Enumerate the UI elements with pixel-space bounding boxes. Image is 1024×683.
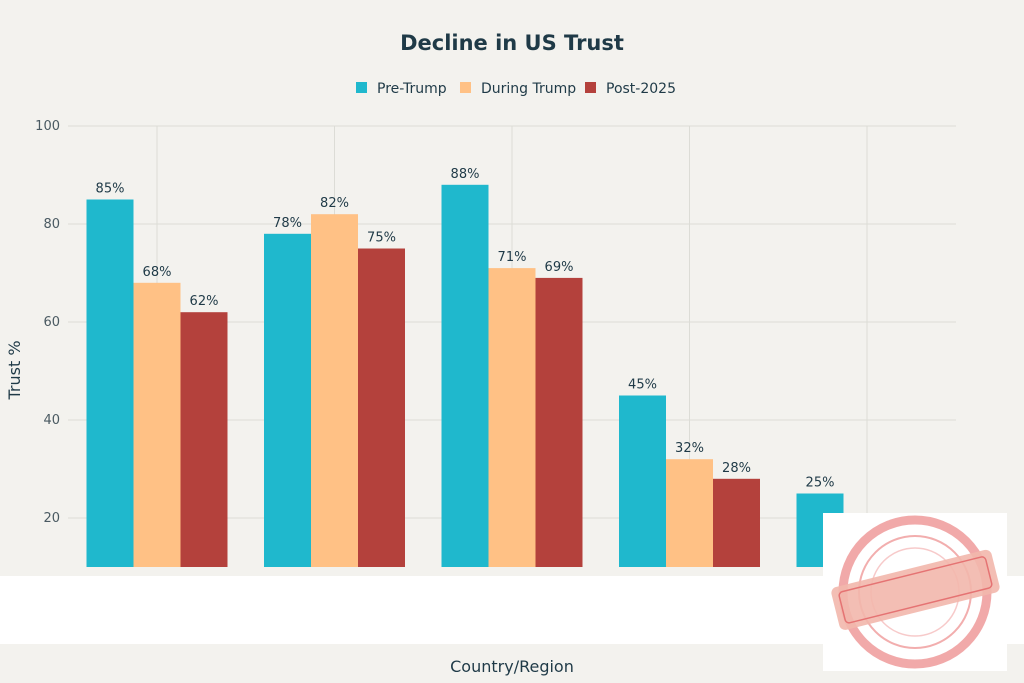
y-tick-label: 20	[43, 511, 60, 526]
bar-value-label: 62%	[190, 294, 219, 309]
bar-pre-trump	[441, 184, 489, 568]
bar-value-label: 78%	[273, 216, 302, 231]
stamp-icon	[823, 513, 1007, 671]
bar-value-label: 71%	[498, 250, 527, 265]
bar-value-label: 85%	[96, 182, 125, 197]
y-ticks: 100 80 60 40 20	[35, 119, 60, 526]
legend-swatch	[460, 82, 471, 93]
legend-label: Post-2025	[606, 81, 676, 97]
y-tick-label: 80	[43, 217, 60, 232]
bar-value-label: 82%	[320, 196, 349, 211]
bar-during-trump	[666, 459, 713, 567]
bar-value-label: 88%	[451, 167, 480, 182]
y-axis-label: Trust %	[5, 340, 24, 400]
bar-pre-trump	[619, 395, 666, 567]
legend-swatch	[356, 82, 367, 93]
y-tick-label: 60	[43, 315, 60, 330]
bar-post-2025	[713, 478, 760, 567]
bar-during-trump	[133, 282, 181, 567]
bar-pre-trump	[264, 233, 311, 568]
bar-pre-trump	[86, 199, 134, 567]
bar-value-label: 32%	[675, 441, 704, 456]
bar-during-trump	[311, 214, 358, 567]
bar-value-label: 25%	[806, 476, 835, 491]
x-axis-label: Country/Region	[450, 657, 574, 676]
bar-value-label: 68%	[143, 265, 172, 280]
chart-title: Decline in US Trust	[400, 31, 624, 55]
y-tick-label: 100	[35, 119, 60, 134]
legend-label: During Trump	[481, 81, 576, 97]
bar-value-label: 45%	[628, 378, 657, 393]
bar-value-label: 69%	[545, 260, 574, 275]
legend: Pre-Trump During Trump Post-2025	[356, 81, 676, 97]
bar-post-2025	[358, 248, 405, 567]
bar-post-2025	[535, 277, 583, 567]
bar-value-label: 28%	[722, 461, 751, 476]
legend-label: Pre-Trump	[377, 81, 447, 97]
bars	[86, 184, 844, 568]
data-labels: 85% 78% 88% 45% 25% 68% 82% 71% 32% 62% 75% 69% 28%	[96, 167, 835, 491]
y-tick-label: 40	[43, 413, 60, 428]
bar-value-label: 75%	[367, 231, 396, 246]
bar-during-trump	[488, 268, 536, 567]
legend-swatch	[585, 82, 596, 93]
bar-post-2025	[180, 312, 228, 567]
